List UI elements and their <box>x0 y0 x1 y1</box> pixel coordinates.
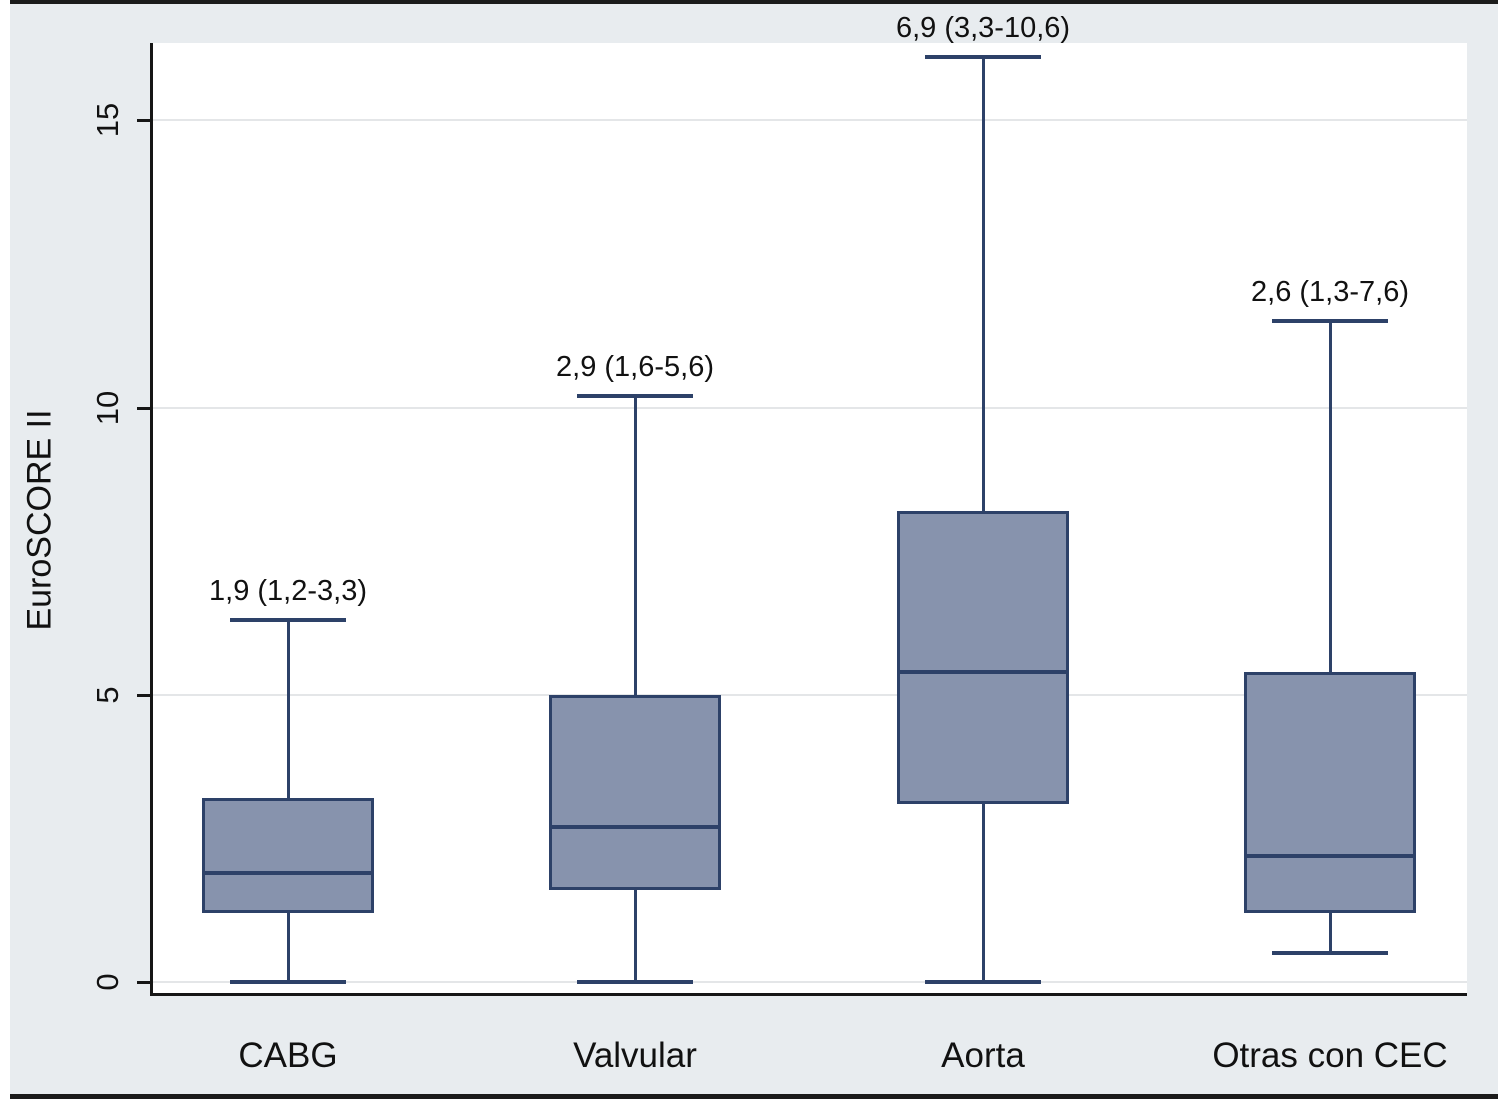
y-axis-title: EuroSCORE II <box>20 409 59 631</box>
x-axis-label: Aorta <box>941 1036 1025 1075</box>
median-line <box>1244 853 1416 858</box>
upper-whisker-cap <box>925 55 1041 60</box>
box-annotation: 2,9 (1,6-5,6) <box>556 351 714 383</box>
chart-canvas: EuroSCORE II 0 5 10 15 1,9 (1,2-3,3) 2,9 (1,6… <box>10 0 1498 1099</box>
lower-whisker-cap <box>230 980 346 984</box>
upper-whisker-cap <box>230 618 346 623</box>
y-tick-mark <box>137 981 150 984</box>
x-axis-label: Valvular <box>573 1036 697 1075</box>
y-tick-label: 5 <box>90 686 125 704</box>
upper-whisker <box>1328 321 1332 672</box>
y-gridline <box>153 119 1467 122</box>
upper-whisker <box>981 57 985 511</box>
boxplot-box <box>897 510 1069 804</box>
upper-whisker-cap <box>1272 319 1388 324</box>
boxplot-box <box>1244 671 1416 914</box>
median-line <box>549 824 721 829</box>
lower-whisker <box>633 890 637 982</box>
lower-whisker <box>981 803 985 982</box>
y-tick-mark <box>137 693 150 697</box>
y-gridline <box>153 693 1467 696</box>
upper-whisker-cap <box>577 394 693 398</box>
x-axis-label: CABG <box>238 1036 338 1075</box>
y-gridline <box>153 981 1467 983</box>
y-tick-mark <box>137 406 150 410</box>
boxplot-box <box>202 798 374 914</box>
box-annotation: 1,9 (1,2-3,3) <box>209 575 367 608</box>
upper-whisker <box>633 396 637 695</box>
box-annotation: 2,6 (1,3-7,6) <box>1251 276 1409 309</box>
upper-whisker <box>286 620 290 799</box>
plot-area: 0 5 10 15 1,9 (1,2-3,3) 2,9 (1,6-5,6) 6,9 (3,3… <box>90 12 1467 996</box>
y-tick-label: 0 <box>90 973 125 991</box>
median-line <box>897 669 1069 674</box>
box-annotation: 6,9 (3,3-10,6) <box>895 12 1071 45</box>
lower-whisker <box>286 913 290 982</box>
y-tick-label: 15 <box>90 103 125 138</box>
boxplot-box <box>549 694 721 891</box>
y-tick-mark <box>137 119 150 123</box>
y-tick-label: 10 <box>90 390 125 425</box>
x-axis-label: Otras con CEC <box>1212 1036 1448 1075</box>
median-line <box>202 870 374 875</box>
lower-whisker-cap <box>925 980 1041 984</box>
lower-whisker <box>1328 913 1332 954</box>
lower-whisker-cap <box>1272 951 1388 956</box>
y-gridline <box>153 406 1467 409</box>
lower-whisker-cap <box>577 980 693 984</box>
